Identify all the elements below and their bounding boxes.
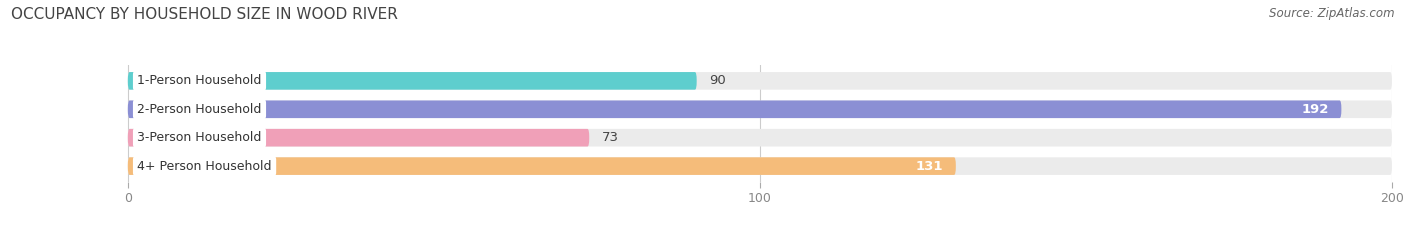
FancyBboxPatch shape bbox=[128, 100, 1341, 118]
FancyBboxPatch shape bbox=[128, 129, 589, 147]
FancyBboxPatch shape bbox=[128, 157, 1392, 175]
Text: 90: 90 bbox=[709, 74, 725, 87]
FancyBboxPatch shape bbox=[128, 72, 1392, 90]
Text: 1-Person Household: 1-Person Household bbox=[138, 74, 262, 87]
FancyBboxPatch shape bbox=[128, 129, 1392, 147]
FancyBboxPatch shape bbox=[128, 72, 697, 90]
Text: 73: 73 bbox=[602, 131, 619, 144]
FancyBboxPatch shape bbox=[128, 100, 1392, 118]
Text: 2-Person Household: 2-Person Household bbox=[138, 103, 262, 116]
Text: 192: 192 bbox=[1302, 103, 1329, 116]
Text: 131: 131 bbox=[915, 160, 943, 173]
FancyBboxPatch shape bbox=[128, 157, 956, 175]
Text: OCCUPANCY BY HOUSEHOLD SIZE IN WOOD RIVER: OCCUPANCY BY HOUSEHOLD SIZE IN WOOD RIVE… bbox=[11, 7, 398, 22]
Text: 4+ Person Household: 4+ Person Household bbox=[138, 160, 271, 173]
Text: 3-Person Household: 3-Person Household bbox=[138, 131, 262, 144]
Text: Source: ZipAtlas.com: Source: ZipAtlas.com bbox=[1270, 7, 1395, 20]
